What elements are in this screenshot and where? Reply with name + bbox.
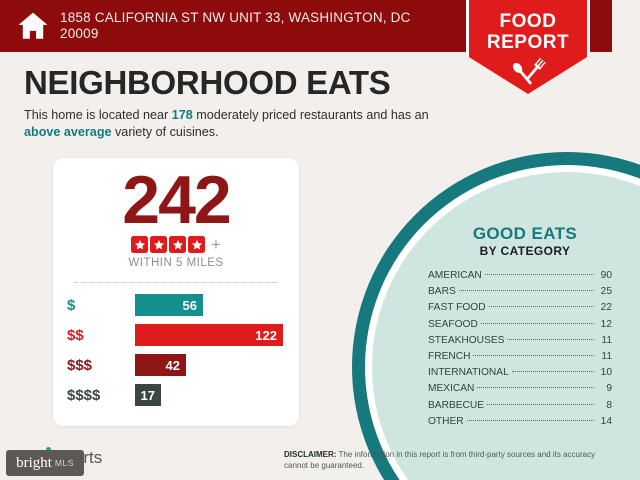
category-name: OTHER bbox=[428, 415, 464, 427]
dot-leader bbox=[488, 306, 594, 308]
price-tier-label: $$ bbox=[67, 326, 84, 344]
dot-leader bbox=[484, 274, 594, 275]
category-name: STEAKHOUSES bbox=[428, 334, 505, 346]
star-icon bbox=[131, 236, 149, 253]
price-tier-bar: 122 bbox=[135, 324, 283, 346]
category-count: 12 bbox=[600, 318, 612, 330]
disclaimer-text: The information in this report is from t… bbox=[284, 450, 596, 470]
price-tier-row: $$ 122 bbox=[53, 323, 299, 347]
price-tier-label: $$$$ bbox=[67, 386, 101, 404]
total-restaurants: 242 bbox=[122, 162, 231, 238]
dot-leader bbox=[477, 387, 594, 389]
good-eats-row: BARS 25 bbox=[428, 284, 612, 300]
house-icon bbox=[18, 12, 48, 39]
food-report-badge: FOOD REPORT bbox=[466, 0, 590, 94]
radius-label: WITHIN 5 MILES bbox=[128, 257, 224, 269]
category-count: 8 bbox=[606, 399, 612, 411]
badge-line-1: FOOD bbox=[499, 11, 557, 32]
category-count: 11 bbox=[601, 351, 612, 363]
category-name: FRENCH bbox=[428, 351, 471, 363]
price-tier-row: $$$ 42 bbox=[53, 353, 299, 377]
price-tier-track: 17 bbox=[135, 384, 299, 406]
disclaimer: DISCLAIMER: The information in this repo… bbox=[284, 450, 614, 471]
dot-leader bbox=[473, 355, 594, 357]
price-tier-label: $$$ bbox=[67, 356, 93, 374]
subtitle-part-3: variety of cuisines. bbox=[111, 125, 219, 139]
category-count: 10 bbox=[600, 367, 612, 379]
price-tier-bar: 17 bbox=[135, 384, 161, 406]
restaurant-count: 178 bbox=[171, 108, 193, 122]
good-eats-title: GOOD EATS bbox=[472, 224, 578, 243]
price-tier-row: $$$$ 17 bbox=[53, 383, 299, 407]
category-name: MEXICAN bbox=[428, 383, 475, 395]
good-eats-subtitle: BY CATEGORY bbox=[479, 244, 571, 258]
spoon-fork-icon bbox=[512, 57, 546, 85]
good-eats-row: FRENCH 11 bbox=[428, 349, 612, 365]
category-count: 22 bbox=[600, 302, 612, 314]
dot-leader bbox=[466, 419, 594, 421]
good-eats-row: SEAFOOD 12 bbox=[428, 317, 612, 333]
logo-bright-text: bright bbox=[16, 454, 52, 471]
good-eats-row: STEAKHOUSES 11 bbox=[428, 333, 612, 349]
page-title: NEIGHBORHOOD EATS bbox=[24, 64, 391, 101]
good-eats-row: AMERICAN 90 bbox=[428, 268, 612, 284]
category-name: BARBECUE bbox=[428, 399, 485, 411]
dot-leader bbox=[480, 322, 594, 324]
category-count: 14 bbox=[600, 415, 612, 427]
price-tier-bar: 42 bbox=[135, 354, 186, 376]
variety-quality: above average bbox=[24, 125, 112, 139]
category-count: 9 bbox=[606, 383, 612, 395]
dot-leader bbox=[487, 403, 594, 405]
category-name: BARS bbox=[428, 286, 456, 298]
star-icon bbox=[169, 236, 187, 253]
good-eats-row: BARBECUE 8 bbox=[428, 398, 612, 414]
good-eats-row: MEXICAN 9 bbox=[428, 381, 612, 397]
price-tier-track: 42 bbox=[135, 354, 299, 376]
logo-dot-teal-icon bbox=[46, 447, 51, 452]
star-rating: + bbox=[53, 236, 299, 253]
price-tier-row: $56 bbox=[53, 293, 299, 317]
stats-card: 242 + WITHIN 5 MILES $56 $$ 122 $$$ 42 $$$$ 17 bbox=[53, 158, 299, 426]
star-icon bbox=[150, 236, 168, 253]
category-count: 11 bbox=[601, 334, 612, 346]
category-count: 25 bbox=[600, 286, 612, 298]
price-tier-track: 122 bbox=[135, 324, 299, 346]
category-name: AMERICAN bbox=[428, 270, 482, 281]
good-eats-list: AMERICAN 90 BARS 25 FAST FOOD 22 SEAFOOD 12 STEA… bbox=[428, 268, 612, 430]
good-eats-row: INTERNATIONAL 10 bbox=[428, 365, 612, 381]
category-name: SEAFOOD bbox=[428, 318, 478, 330]
subtitle-part-2: moderately priced restaurants and has an bbox=[192, 108, 429, 122]
price-tier-track: 56 bbox=[135, 294, 299, 316]
category-name: INTERNATIONAL bbox=[428, 367, 509, 379]
star-icon bbox=[188, 236, 206, 253]
logo-mls-text: MLS bbox=[54, 458, 74, 468]
price-tier-bar: 56 bbox=[135, 294, 203, 316]
badge-line-2: REPORT bbox=[486, 32, 570, 53]
page-subtitle: This home is located near 178 moderately… bbox=[24, 107, 444, 141]
disclaimer-label: DISCLAIMER: bbox=[284, 450, 337, 459]
dot-leader bbox=[458, 290, 594, 292]
category-count: 90 bbox=[600, 270, 612, 281]
category-name: FAST FOOD bbox=[428, 302, 486, 314]
dot-leader bbox=[507, 338, 594, 340]
bright-mls-logo[interactable]: bright MLS bbox=[6, 450, 84, 476]
subtitle-part-1: This home is located near bbox=[24, 108, 172, 122]
property-address: 1858 CALIFORNIA ST NW UNIT 33, WASHINGTO… bbox=[60, 10, 411, 41]
star-plus: + bbox=[211, 235, 221, 254]
dot-leader bbox=[511, 371, 594, 373]
good-eats-row: OTHER 14 bbox=[428, 414, 612, 430]
good-eats-row: FAST FOOD 22 bbox=[428, 300, 612, 316]
price-tier-chart: $56 $$ 122 $$$ 42 $$$$ 17 bbox=[53, 293, 299, 413]
card-divider bbox=[75, 282, 277, 283]
price-tier-label: $ bbox=[67, 296, 76, 314]
